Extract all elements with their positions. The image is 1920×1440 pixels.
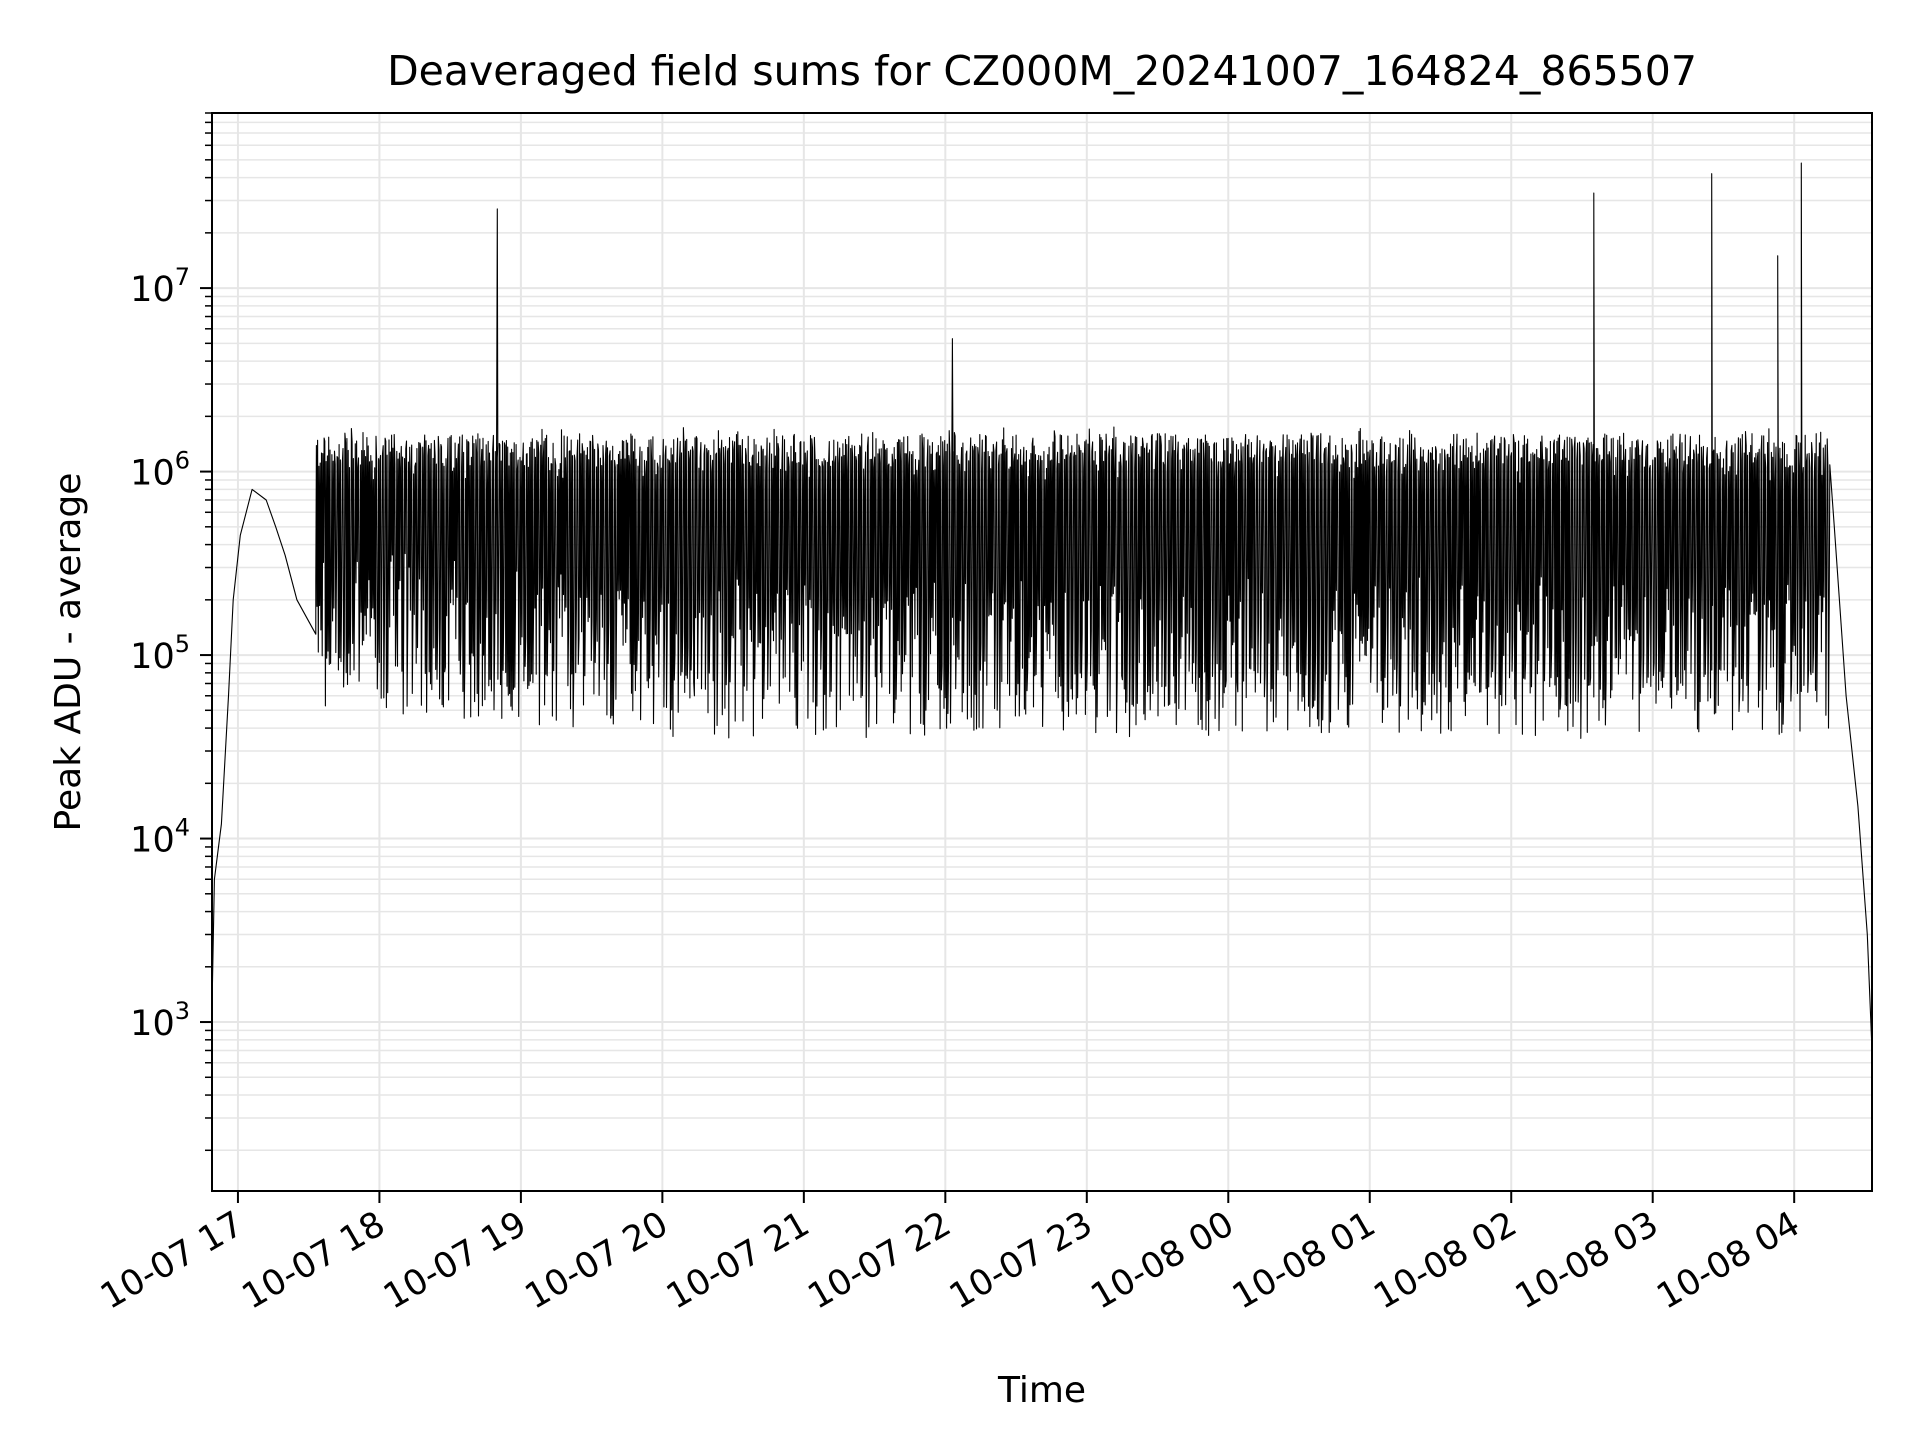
series-line (211, 162, 1873, 1051)
y-tick-label: 104 (130, 814, 190, 861)
y-tick-label: 105 (130, 630, 190, 677)
x-axis-label: Time (997, 1370, 1086, 1411)
y-tick-label: 106 (130, 447, 190, 494)
y-tick-label: 107 (130, 263, 190, 310)
plot-frame (211, 112, 1873, 1192)
series-path (211, 162, 1873, 1051)
y-tick-label: 103 (130, 997, 190, 1044)
y-axis-label: Peak ADU - average (48, 473, 89, 832)
chart-title: Deaveraged field sums for CZ000M_2024100… (387, 47, 1697, 95)
y-axis: 103 104 105 106 107 (130, 112, 212, 1152)
